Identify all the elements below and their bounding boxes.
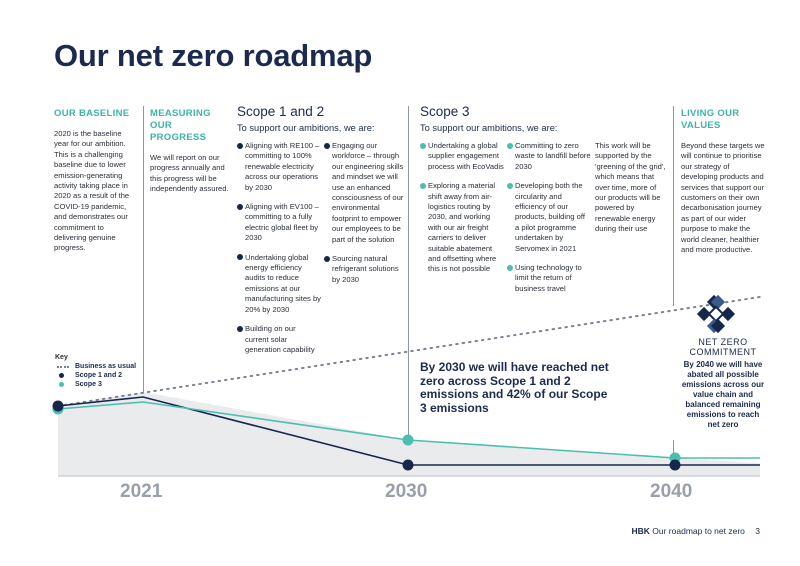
scope12-header: Scope 1 and 2 To support our ambitions, … [237, 104, 407, 133]
values-column: LIVING OUR VALUES Beyond these targets w… [681, 108, 765, 255]
divider-2021 [143, 106, 144, 476]
footer-text: Our roadmap to net zero [652, 526, 745, 536]
scope3-grid-note: This work will be supported by the 'gree… [595, 141, 666, 234]
list-item: Aligning with RE100 – committing to 100%… [237, 141, 321, 193]
divider-2040 [673, 106, 674, 306]
net-zero-logo-line1: NET ZERO [698, 337, 748, 347]
scope3-header: Scope 3 To support our ambitions, we are… [420, 104, 600, 133]
page-title: Our net zero roadmap [54, 38, 373, 73]
list-item: Aligning with EV100 – committing to a fu… [237, 202, 321, 244]
year-label: 2040 [650, 481, 693, 502]
scope12-point-2030 [402, 459, 414, 471]
baseline-text: 2020 is the baseline year for our ambiti… [54, 129, 130, 253]
business-as-usual-line [57, 296, 761, 407]
values-heading: LIVING OUR VALUES [681, 108, 740, 131]
measuring-heading: MEASURING OUR PROGRESS [150, 108, 211, 143]
year-label: 2030 [385, 481, 428, 502]
baseline-column: OUR BASELINE 2020 is the baseline year f… [54, 108, 138, 254]
chart-key: Key Business as usual Scope 1 and 2 Scop… [55, 353, 136, 389]
values-text: Beyond these targets we will continue to… [681, 141, 765, 255]
key-label: Business as usual [75, 363, 137, 370]
key-item-business-as-usual: Business as usual [55, 362, 136, 371]
scope3-point-2030 [402, 434, 414, 446]
list-item: Developing both the circularity and effi… [507, 181, 591, 254]
list-item: Sourcing natural refrigerant solutions b… [324, 254, 406, 285]
baseline-heading: OUR BASELINE [54, 108, 130, 119]
callout-2030: By 2030 we will have reached net zero ac… [420, 360, 609, 415]
scope3-list-1: Undertaking a global supplier engagement… [420, 141, 504, 284]
measuring-column: MEASURING OUR PROGRESS We will report on… [150, 108, 230, 195]
scope12-point-2040 [669, 459, 681, 471]
scope12-subheading: To support our ambitions, we are: [237, 123, 375, 133]
net-zero-statement: By 2040 we will have abated all possible… [681, 360, 765, 429]
scope3-subheading: To support our ambitions, we are: [420, 123, 558, 133]
footer-brand: HBK [631, 526, 650, 536]
key-label: Scope 3 [75, 381, 102, 388]
measuring-text: We will report on our progress annually … [150, 153, 229, 194]
net-zero-logo-icon [696, 294, 736, 334]
teal-dot-icon [59, 382, 64, 387]
list-item: Engaging our workforce – through our eng… [324, 141, 406, 245]
key-item-scope3: Scope 3 [55, 380, 136, 389]
chart-area-fill [58, 392, 760, 476]
scope12-heading: Scope 1 and 2 [237, 104, 325, 119]
scope12-list-1: Aligning with RE100 – committing to 100%… [237, 141, 321, 364]
year-label: 2021 [120, 481, 163, 502]
net-zero-logo-line2: COMMITMENT [689, 347, 757, 357]
list-item: Committing to zero waste to landfill bef… [507, 141, 591, 172]
list-item: Using technology to limit the return of … [507, 263, 591, 294]
key-item-scope12: Scope 1 and 2 [55, 371, 136, 380]
key-label: Scope 1 and 2 [75, 372, 123, 379]
navy-dot-icon [59, 373, 64, 378]
page-number: 3 [755, 526, 760, 536]
divider-2030 [408, 106, 409, 466]
list-item: Exploring a material shift away from air… [420, 181, 504, 275]
page-footer: HBK Our roadmap to net zero 3 [631, 526, 760, 536]
scope12-list-2: Engaging our workforce – through our eng… [324, 141, 406, 294]
scope3-heading: Scope 3 [420, 104, 470, 119]
list-item: Undertaking a global supplier engagement… [420, 141, 504, 172]
dotted-line-icon [57, 366, 69, 368]
net-zero-logo-text: NET ZERO COMMITMENT [680, 337, 766, 357]
key-title: Key [55, 354, 68, 361]
scope12-point-2021 [52, 400, 64, 412]
scope3-list-2: Committing to zero waste to landfill bef… [507, 141, 591, 303]
list-item: Building on our current solar generation… [237, 324, 321, 355]
list-item: Undertaking global energy efficiency aud… [237, 253, 321, 315]
